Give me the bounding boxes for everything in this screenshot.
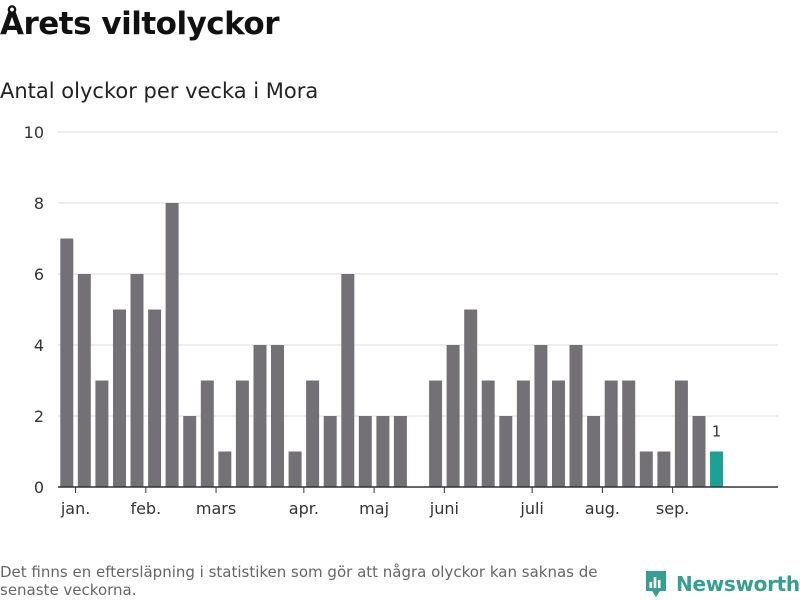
bar (200, 380, 214, 487)
bar (271, 345, 284, 487)
bar (323, 416, 337, 487)
footnote: Det finns en eftersläpning i statistiken… (0, 563, 598, 599)
bar (288, 451, 302, 487)
bar (587, 416, 601, 487)
bar (657, 451, 671, 487)
bar (130, 274, 144, 487)
bar (218, 451, 232, 487)
x-tick-label: juni (429, 499, 459, 518)
brand-name: Newsworthy (676, 572, 800, 596)
bar (481, 380, 495, 487)
x-tick-label: aug. (585, 499, 620, 518)
bar (235, 380, 249, 487)
bar-chart: 0 2 4 6 8 10 1 jan. feb. mars apr. maj juni juli aug. s… (24, 123, 778, 518)
bar (341, 274, 355, 487)
bar (499, 416, 513, 487)
bar (113, 309, 126, 487)
bar (376, 416, 390, 487)
bar (429, 380, 443, 487)
x-tick-label: apr. (289, 499, 319, 518)
x-tick-label: feb. (130, 499, 161, 518)
bar (358, 416, 372, 487)
data-label: 1 (712, 423, 722, 441)
y-tick-label: 4 (34, 336, 44, 355)
bar (622, 380, 636, 487)
x-tick-label: mars (196, 499, 236, 518)
x-tick-label: jan. (60, 499, 90, 518)
bar-highlight (710, 451, 723, 487)
bar (604, 380, 618, 487)
x-tick-label: maj (359, 499, 389, 518)
bar (253, 345, 267, 487)
bar (393, 416, 407, 487)
y-tick-label: 2 (34, 407, 44, 426)
bar (165, 203, 179, 487)
brand: Newsworthy (644, 569, 800, 599)
x-tick-label: sep. (656, 499, 689, 518)
bar (183, 416, 197, 487)
bar (674, 380, 688, 487)
bar (446, 345, 460, 487)
y-tick-label: 8 (34, 194, 44, 213)
bar (306, 380, 320, 487)
y-tick-label: 6 (34, 265, 44, 284)
chart-subtitle: Antal olyckor per vecka i Mora (0, 79, 319, 103)
bar (534, 345, 548, 487)
bar (552, 380, 565, 487)
newsworthy-logo-icon (646, 571, 666, 597)
bar (95, 380, 109, 487)
y-tick-label: 0 (34, 478, 44, 497)
bar (639, 451, 653, 487)
bar (692, 416, 706, 487)
bar (60, 238, 74, 487)
x-tick-label: juli (519, 499, 543, 518)
bar (569, 345, 583, 487)
bar (464, 309, 478, 487)
y-tick-label: 10 (24, 123, 44, 142)
bar (516, 380, 530, 487)
page-title: Årets viltolyckor (0, 6, 280, 42)
bar (77, 274, 91, 487)
bar (148, 309, 162, 487)
